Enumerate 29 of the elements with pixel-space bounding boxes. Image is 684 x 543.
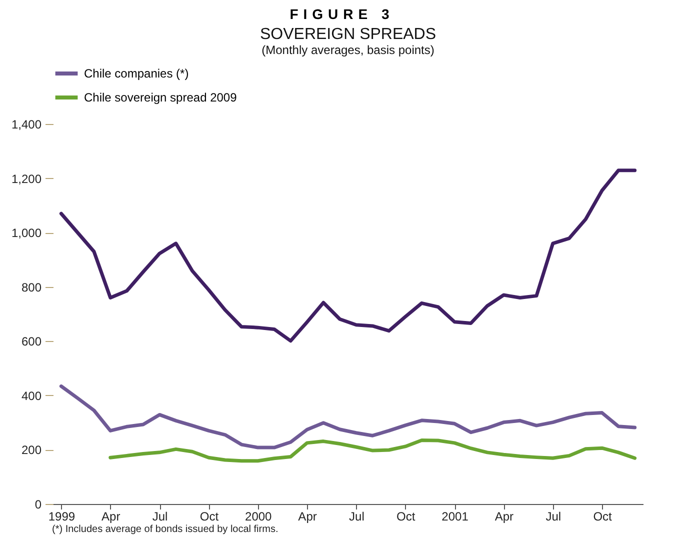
- y-tick-label: 1,400: [11, 118, 42, 132]
- y-tick-label: 400: [21, 388, 42, 403]
- y-tick-label: 1,200: [11, 172, 42, 186]
- line-series: [59, 168, 637, 343]
- legend-label: Chile sovereign spread 2009: [84, 90, 238, 104]
- x-tick-label: Jul: [546, 510, 562, 524]
- x-tick-label: Oct: [593, 510, 613, 524]
- text: (*) Includes average of bonds issued by local firms.: [52, 524, 280, 535]
- chart-subtitle: (Monthly averages, basis points): [262, 43, 434, 57]
- x-tick-label: 1999: [48, 510, 76, 524]
- x-tick-label: Oct: [200, 510, 220, 524]
- x-tick-label: Jul: [152, 510, 168, 524]
- x-tick-label: Jul: [349, 510, 364, 524]
- y-tick-label: 600: [21, 334, 42, 349]
- y-tick-label: 0: [34, 498, 42, 512]
- x-tick-label: Apr: [102, 510, 120, 524]
- x-tick-label: 2000: [245, 510, 272, 524]
- y-tick-label: 200: [21, 443, 42, 458]
- y-tick-label: 800: [21, 280, 42, 294]
- caption: FIGURE 3: [288, 5, 396, 22]
- x-tick-label: 2001: [442, 510, 469, 524]
- legend-label: Chile companies (*): [84, 66, 189, 80]
- x-tick-label: Oct: [396, 510, 416, 524]
- line-series: [108, 438, 637, 463]
- line-series: [59, 384, 637, 450]
- y-tick-label: 1,000: [11, 226, 42, 240]
- x-tick-label: Apr: [298, 510, 317, 524]
- chart-title: SOVEREIGN SPREADS: [260, 26, 436, 43]
- x-tick-label: Apr: [494, 510, 514, 524]
